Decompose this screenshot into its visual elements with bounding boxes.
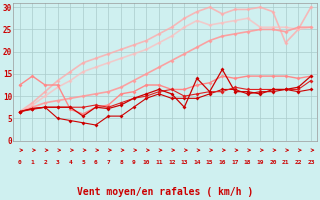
X-axis label: Vent moyen/en rafales ( km/h ): Vent moyen/en rafales ( km/h )	[77, 187, 253, 197]
